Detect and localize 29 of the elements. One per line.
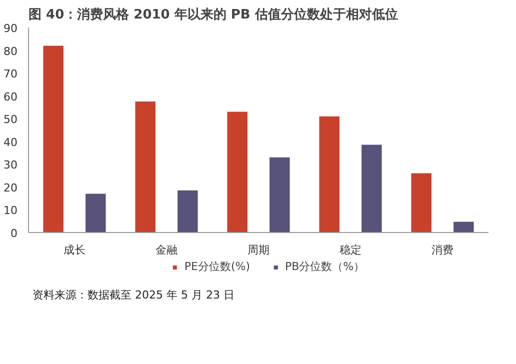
y-tick-label: 90 (4, 22, 18, 35)
x-tick-label: 金融 (156, 244, 178, 256)
bar (227, 112, 248, 232)
y-tick-label: 30 (4, 158, 18, 172)
bar (454, 222, 474, 232)
y-tick-label: 70 (4, 68, 18, 81)
chart-title: 图 40：消费风格 2010 年以来的 PB 估值分位数处于相对低位 (28, 8, 398, 22)
legend-label: PE分位数(%) (184, 259, 250, 274)
y-tick-label: 60 (4, 90, 18, 104)
y-tick-label: 50 (4, 113, 18, 126)
bar (178, 190, 198, 232)
bar (319, 116, 340, 232)
bar (135, 102, 156, 232)
bar (270, 157, 290, 232)
x-tick-label: 稳定 (340, 244, 362, 256)
x-tick-label: 周期 (248, 244, 270, 256)
bar (362, 144, 382, 232)
y-tick-label: 0 (10, 227, 18, 240)
text: 资料来源：数据截至 2025 年 5 月 23 日 (32, 288, 234, 302)
legend-label: PB分位数（%） (284, 259, 365, 274)
x-tick-label: 消费 (432, 244, 454, 256)
bar (43, 46, 64, 232)
y-tick-label: 80 (4, 44, 18, 58)
y-tick-label: 10 (4, 204, 18, 218)
y-tick-label: 20 (4, 181, 18, 194)
bar (86, 194, 106, 232)
y-tick-label: 40 (4, 136, 18, 149)
bar (411, 173, 432, 232)
x-tick-label: 成长 (64, 244, 86, 256)
